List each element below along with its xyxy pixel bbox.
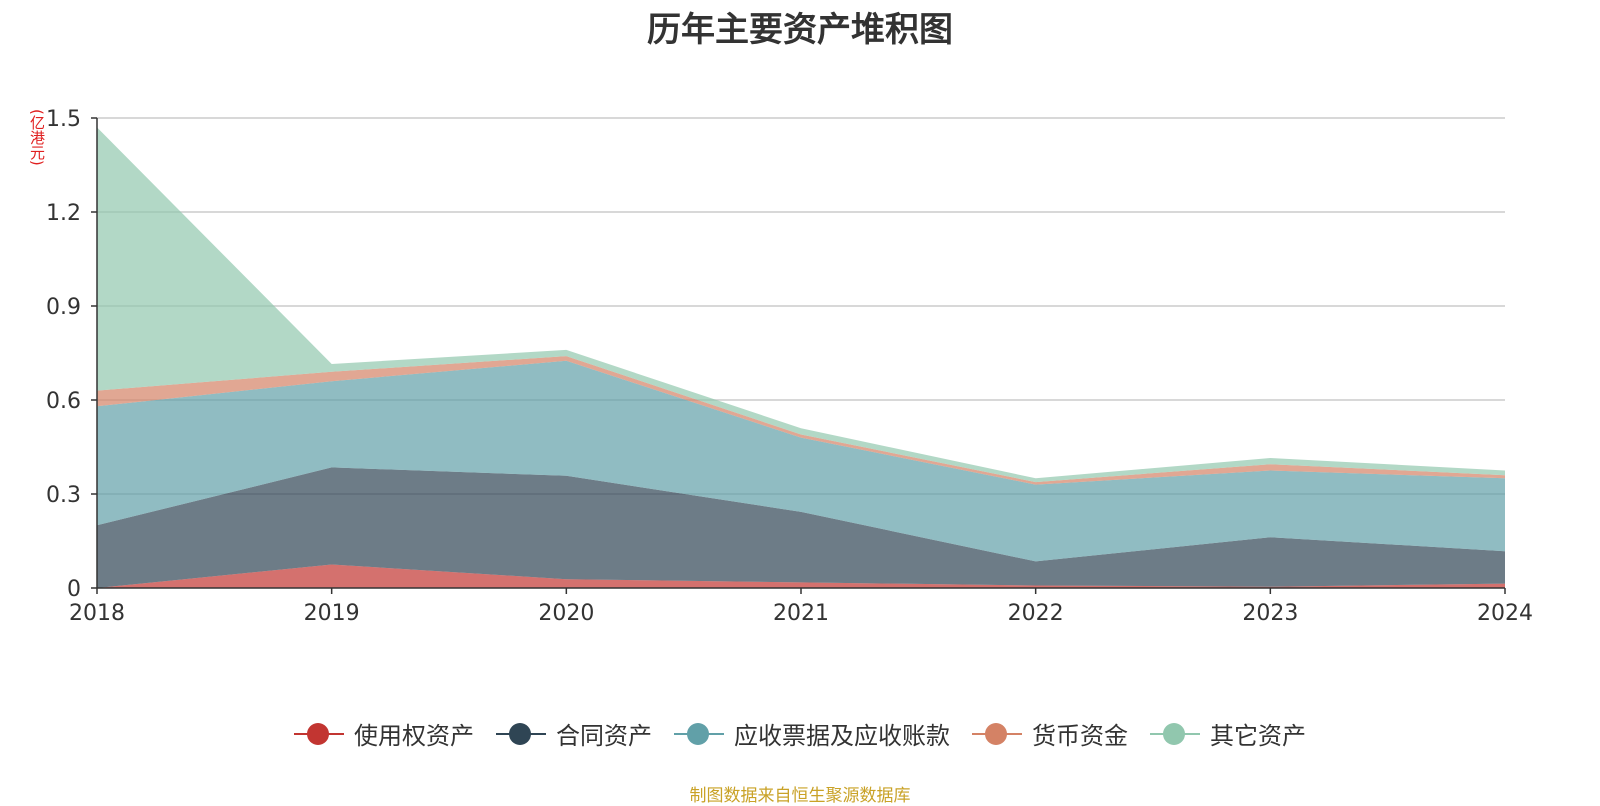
area-series-2	[97, 360, 1505, 562]
stacked-area-chart: 0 0.3 0.6 0.9 1.2 1.5 2018 2019 2020 2021 2022 202…	[46, 107, 1533, 626]
x-tick-label: 2022	[1008, 601, 1064, 626]
area-series-3	[97, 356, 1505, 485]
y-tick-label: 1.5	[46, 107, 81, 132]
legend-item-4[interactable]: 其它资产	[1150, 716, 1306, 751]
y-tick-label: 0.9	[46, 295, 81, 320]
legend-item-2[interactable]: 应收票据及应收账款	[674, 716, 950, 751]
legend-label: 合同资产	[556, 722, 652, 750]
x-tick-label: 2021	[773, 601, 829, 626]
chart-title: 历年主要资产堆积图	[647, 10, 953, 50]
legend-marker-icon	[496, 721, 546, 747]
area-series-0	[97, 564, 1505, 588]
area-series-1	[97, 467, 1505, 588]
area-layers	[97, 127, 1505, 588]
legend-label: 货币资金	[1032, 722, 1128, 750]
x-tick-label: 2024	[1477, 601, 1533, 626]
legend: 使用权资产 合同资产 应收票据及应收账款 货币资金 其它资产	[0, 716, 1600, 751]
y-tick-label: 0.3	[46, 483, 81, 508]
legend-marker-icon	[674, 721, 724, 747]
x-tick-label: 2019	[304, 601, 360, 626]
legend-item-1[interactable]: 合同资产	[496, 716, 652, 751]
y-axis-unit-label: (亿港元)	[28, 108, 46, 166]
axes	[96, 118, 1506, 594]
legend-marker-icon	[972, 721, 1022, 747]
y-tick-label: 1.2	[46, 201, 81, 226]
y-tick-label: 0	[67, 577, 81, 602]
legend-marker-icon	[1150, 721, 1200, 747]
legend-label: 使用权资产	[354, 722, 474, 750]
source-note: 制图数据来自恒生聚源数据库	[689, 786, 911, 806]
legend-label: 其它资产	[1210, 722, 1306, 750]
y-tick-label: 0.6	[46, 389, 81, 414]
legend-marker-icon	[294, 721, 344, 747]
y-tick-labels: 0 0.3 0.6 0.9 1.2 1.5	[46, 107, 81, 602]
legend-item-3[interactable]: 货币资金	[972, 716, 1128, 751]
x-tick-label: 2020	[538, 601, 594, 626]
legend-label: 应收票据及应收账款	[734, 722, 950, 750]
x-tick-label: 2023	[1242, 601, 1298, 626]
legend-item-0[interactable]: 使用权资产	[294, 716, 474, 751]
x-tick-labels: 2018 2019 2020 2021 2022 2023 2024	[69, 601, 1533, 626]
x-tick-label: 2018	[69, 601, 125, 626]
